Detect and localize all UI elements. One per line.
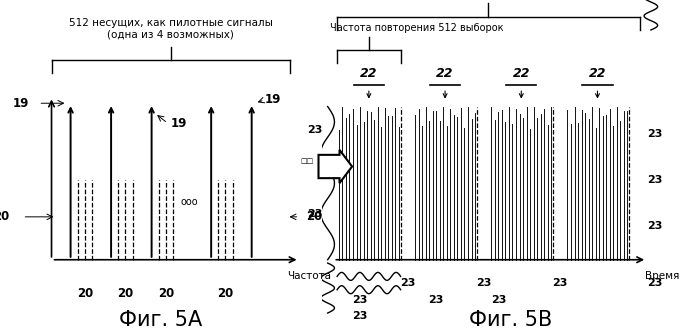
Text: 22: 22	[360, 67, 377, 80]
Text: 23: 23	[491, 295, 507, 305]
Text: Фиг. 5А: Фиг. 5А	[120, 310, 202, 330]
Text: 23: 23	[476, 278, 491, 288]
Text: 19: 19	[13, 97, 29, 110]
Text: □□: □□	[300, 159, 313, 165]
Text: 23: 23	[351, 311, 367, 321]
Text: 20: 20	[158, 286, 174, 300]
Text: 20: 20	[217, 286, 234, 300]
Text: 23: 23	[428, 295, 443, 305]
Text: Частота повторения 512 выборок: Частота повторения 512 выборок	[330, 23, 503, 33]
Text: Время: Время	[645, 271, 680, 281]
Text: ooo: ooo	[181, 196, 199, 206]
Text: 19: 19	[171, 117, 188, 130]
Text: 20: 20	[0, 210, 10, 223]
Text: 23: 23	[647, 175, 662, 185]
Text: 23: 23	[552, 278, 568, 288]
Text: 20: 20	[118, 286, 134, 300]
Text: 23: 23	[400, 278, 415, 288]
Text: 22: 22	[589, 67, 606, 80]
Text: 21: 21	[678, 0, 695, 3]
Text: Фиг. 5В: Фиг. 5В	[470, 310, 552, 330]
Text: 23: 23	[307, 125, 322, 135]
Text: 23: 23	[647, 221, 662, 231]
Text: 23: 23	[647, 278, 662, 288]
Text: 20: 20	[77, 286, 93, 300]
Text: 512 несущих, как пилотные сигналы
(одна из 4 возможных): 512 несущих, как пилотные сигналы (одна …	[69, 18, 272, 40]
Text: 22: 22	[512, 67, 530, 80]
Text: 20: 20	[306, 210, 322, 223]
Text: 22: 22	[436, 67, 454, 80]
Text: 23: 23	[307, 209, 322, 219]
Text: Частота: Частота	[287, 271, 331, 281]
Text: 19: 19	[265, 93, 281, 107]
Text: 23: 23	[351, 295, 367, 305]
Text: 23: 23	[647, 129, 662, 139]
